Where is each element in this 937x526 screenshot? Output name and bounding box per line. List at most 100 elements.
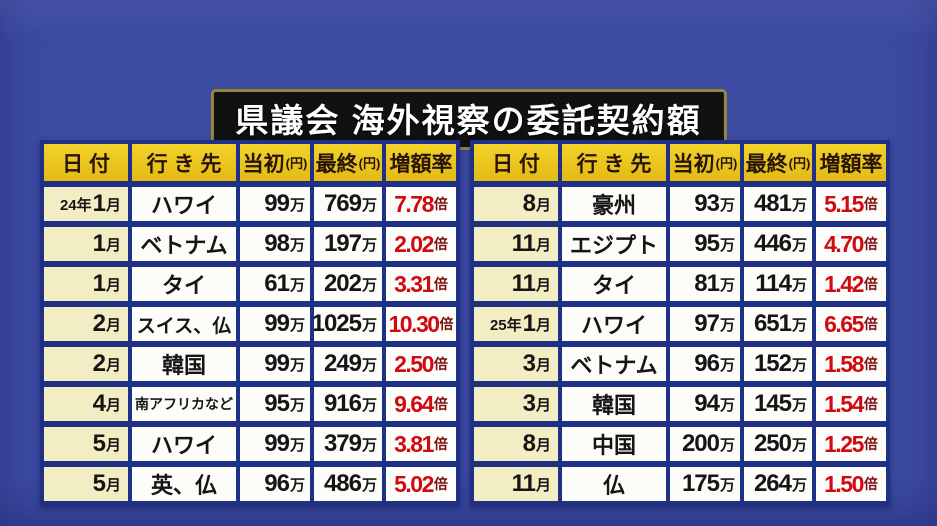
month-value: 2 [92, 310, 106, 337]
initial-amount-value: 175 [681, 470, 720, 497]
month-value: 11 [511, 470, 536, 497]
column-header-unit: (円) [358, 156, 381, 171]
rate-value: 1.25 [824, 430, 864, 457]
destination-label: タイ [161, 273, 206, 298]
rate-cell: 5.15 倍 [816, 187, 886, 221]
bai-suffix: 倍 [433, 276, 448, 292]
column-header-3: 最終 (円) [314, 144, 382, 181]
initial-amount-cell: 96 万 [240, 467, 310, 501]
rate-cell: 7.78 倍 [386, 187, 456, 221]
rate-cell: 2.02 倍 [386, 227, 456, 261]
initial-amount-cell: 99 万 [240, 187, 310, 221]
bai-suffix: 倍 [433, 436, 448, 452]
column-header-1: 行 き 先 [562, 144, 666, 181]
date-cell: 11 月 [474, 227, 558, 261]
column-header-3: 最終 (円) [744, 144, 812, 181]
destination-cell: 英、仏 [132, 467, 236, 501]
man-suffix: 万 [289, 276, 305, 294]
month-value: 5 [92, 430, 106, 457]
final-amount-value: 114 [755, 270, 792, 297]
rate-value: 10.30 [388, 310, 440, 337]
man-suffix: 万 [289, 396, 305, 414]
destination-label: エジプト [569, 233, 658, 258]
rate-cell: 1.54 倍 [816, 387, 886, 421]
man-suffix: 万 [791, 436, 807, 454]
destination-label: 南アフリカなど [135, 396, 233, 412]
initial-amount-cell: 99 万 [240, 427, 310, 461]
initial-amount-cell: 61 万 [240, 267, 310, 301]
month-value: 1 [92, 190, 106, 217]
bai-suffix: 倍 [863, 236, 878, 252]
man-suffix: 万 [719, 196, 735, 214]
initial-amount-cell: 98 万 [240, 227, 310, 261]
final-amount-cell: 264 万 [744, 467, 812, 501]
rate-value: 6.65 [824, 310, 864, 337]
bai-suffix: 倍 [433, 476, 448, 492]
month-value: 2 [92, 350, 106, 377]
month-value: 3 [522, 390, 536, 417]
initial-amount-value: 99 [264, 310, 290, 337]
destination-label: ベトナム [140, 233, 228, 258]
column-header-label: 最終 [315, 152, 358, 176]
column-header-label: 当初 [672, 152, 715, 176]
man-suffix: 万 [289, 316, 305, 334]
man-suffix: 万 [289, 356, 305, 374]
man-suffix: 万 [361, 356, 377, 374]
final-amount-cell: 249 万 [314, 347, 382, 381]
final-amount-value: 481 [753, 190, 792, 217]
month-suffix: 月 [535, 476, 551, 494]
destination-cell: ベトナム [132, 227, 236, 261]
initial-amount-value: 96 [694, 350, 720, 377]
rate-cell: 1.50 倍 [816, 467, 886, 501]
rate-value: 1.54 [824, 390, 864, 417]
month-suffix: 月 [535, 236, 551, 254]
month-value: 1 [92, 270, 106, 297]
initial-amount-value: 200 [681, 430, 720, 457]
final-amount-value: 250 [753, 430, 792, 457]
destination-label: 仏 [602, 473, 625, 498]
initial-amount-cell: 200 万 [670, 427, 740, 461]
month-suffix: 月 [105, 236, 121, 254]
destination-cell: 韓国 [132, 347, 236, 381]
man-suffix: 万 [361, 476, 377, 494]
man-suffix: 万 [361, 316, 377, 334]
column-header-2: 当初 (円) [670, 144, 740, 181]
rate-cell: 3.31 倍 [386, 267, 456, 301]
man-suffix: 万 [719, 436, 735, 454]
destination-cell: 韓国 [562, 387, 666, 421]
bai-suffix: 倍 [863, 476, 878, 492]
destination-cell: ハワイ [132, 427, 236, 461]
title-banner: 県議会 海外視察の委託契約額 [210, 89, 727, 150]
month-suffix: 月 [535, 316, 551, 334]
final-amount-value: 197 [323, 230, 362, 257]
month-suffix: 月 [535, 396, 551, 414]
rate-cell: 4.70 倍 [816, 227, 886, 261]
month-suffix: 月 [105, 396, 121, 414]
final-amount-value: 486 [323, 470, 362, 497]
bai-suffix: 倍 [433, 396, 448, 412]
bai-suffix: 倍 [863, 316, 878, 332]
final-amount-value: 446 [753, 230, 792, 257]
month-value: 1 [522, 310, 536, 337]
month-value: 8 [522, 430, 536, 457]
final-amount-value: 145 [753, 390, 792, 417]
final-amount-value: 379 [323, 430, 362, 457]
destination-cell: ハワイ [562, 307, 666, 341]
destination-cell: タイ [562, 267, 666, 301]
month-value: 8 [522, 190, 536, 217]
bai-suffix: 倍 [439, 316, 454, 332]
month-value: 1 [92, 230, 106, 257]
man-suffix: 万 [791, 356, 807, 374]
destination-label: スイス、仏 [136, 315, 232, 337]
man-suffix: 万 [791, 316, 807, 334]
date-cell: 11 月 [474, 467, 558, 501]
month-suffix: 月 [105, 196, 121, 214]
man-suffix: 万 [719, 316, 735, 334]
rate-cell: 3.81 倍 [386, 427, 456, 461]
bai-suffix: 倍 [433, 236, 448, 252]
man-suffix: 万 [791, 476, 807, 494]
month-value: 3 [522, 350, 536, 377]
